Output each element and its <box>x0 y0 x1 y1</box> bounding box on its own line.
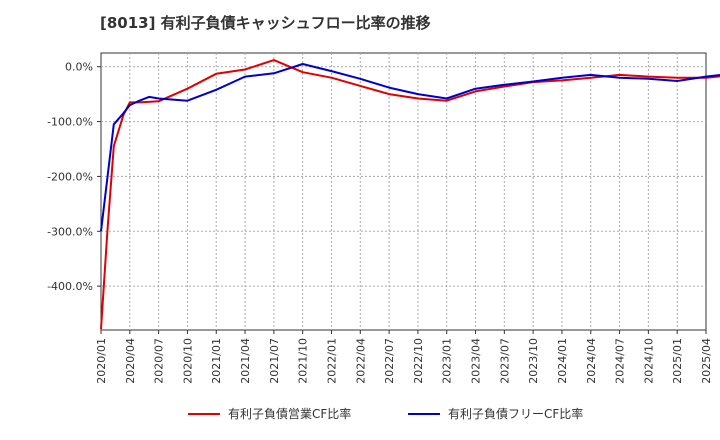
grid-layer <box>101 53 706 330</box>
x-tick-label: 2025/01 <box>671 338 684 384</box>
y-tick-label: -300.0% <box>47 225 93 238</box>
y-tick-label: -200.0% <box>47 170 93 183</box>
y-axis-ticks: 0.0% -100.0% -200.0% -300.0% -400.0% <box>47 61 101 293</box>
y-tick-label: 0.0% <box>65 61 93 74</box>
x-tick-label: 2021/04 <box>239 338 252 384</box>
x-tick-label: 2021/01 <box>210 338 223 384</box>
x-tick-label: 2020/01 <box>95 338 108 384</box>
x-tick-label: 2022/01 <box>325 338 338 384</box>
legend: 有利子負債営業CF比率 有利子負債フリーCF比率 <box>188 406 583 421</box>
x-tick-label: 2022/04 <box>354 338 367 384</box>
x-tick-label: 2023/01 <box>441 338 454 384</box>
legend-label-2: 有利子負債フリーCF比率 <box>448 406 583 421</box>
x-tick-label: 2024/01 <box>556 338 569 384</box>
x-tick-label: 2024/07 <box>614 338 627 384</box>
x-tick-label: 2023/10 <box>527 338 540 384</box>
plot-area <box>100 52 707 331</box>
x-tick-label: 2020/04 <box>124 338 137 384</box>
series-line-2 <box>100 63 720 232</box>
x-tick-label: 2020/10 <box>181 338 194 384</box>
x-axis-ticks: 2020/01 2020/04 2020/07 2020/10 2021/01 2021/… <box>95 330 713 384</box>
x-tick-label: 2021/10 <box>297 338 310 384</box>
x-tick-label: 2023/04 <box>470 338 483 384</box>
y-tick-label: -400.0% <box>47 280 93 293</box>
x-tick-label: 2024/04 <box>585 338 598 384</box>
y-tick-label: -100.0% <box>47 116 93 129</box>
x-tick-label: 2024/10 <box>642 338 655 384</box>
x-tick-label: 2022/10 <box>412 338 425 384</box>
chart-title: [8013] 有利子負債キャッシュフロー比率の推移 <box>100 14 431 32</box>
legend-label-1: 有利子負債営業CF比率 <box>228 406 351 421</box>
x-tick-label: 2025/04 <box>700 338 713 384</box>
series-line-1 <box>100 59 720 329</box>
x-tick-label: 2020/07 <box>153 338 166 384</box>
series-layer <box>100 59 720 329</box>
x-tick-label: 2021/07 <box>268 338 281 384</box>
x-tick-label: 2022/07 <box>383 338 396 384</box>
x-tick-label: 2023/07 <box>498 338 511 384</box>
